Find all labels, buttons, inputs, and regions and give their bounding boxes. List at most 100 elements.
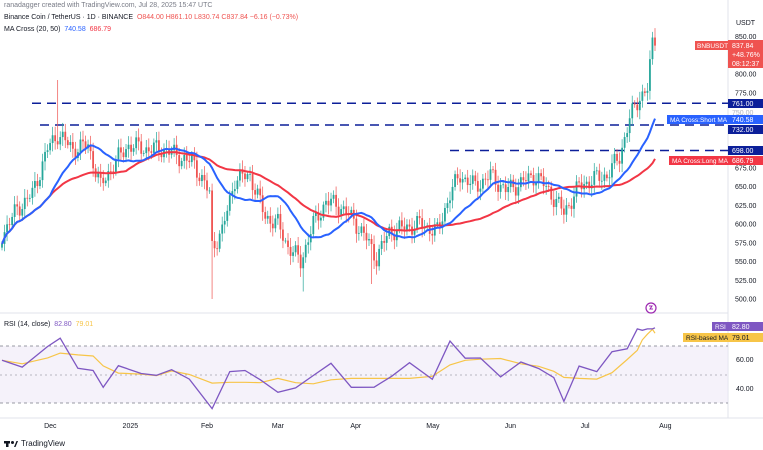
alert-icon[interactable] [645, 302, 657, 314]
candle-body [600, 180, 603, 182]
candle-body [535, 182, 537, 186]
time-label: Jul [581, 423, 590, 430]
svg-text:686.79: 686.79 [732, 158, 754, 165]
candle-body [54, 135, 57, 142]
candle-body [484, 178, 487, 180]
candle-body [297, 245, 300, 255]
candle-body [345, 206, 348, 214]
candle-body [433, 224, 436, 236]
tradingview-brand: TradingView [21, 439, 66, 448]
candle-body [249, 173, 251, 175]
candle-body [231, 191, 234, 196]
candle-body [66, 140, 69, 146]
candle-body [31, 187, 34, 198]
candle-body [112, 171, 115, 172]
candle-body [175, 144, 178, 156]
candle-body [92, 151, 95, 169]
candle-body [122, 152, 125, 158]
candle-body [368, 239, 370, 241]
candle-body [370, 239, 373, 245]
candlestick-series [1, 28, 656, 299]
candle-body [456, 174, 459, 179]
candle-body [127, 144, 130, 150]
candle-body [51, 135, 54, 144]
svg-text:08:12:37: 08:12:37 [732, 61, 759, 68]
candle-body [507, 187, 510, 193]
candle-body [135, 137, 138, 149]
candle-body [633, 103, 636, 105]
candle-body [246, 174, 249, 180]
ohlc-values: O844.00 H861.10 L830.74 C837.84 −6.16 (−… [136, 14, 299, 21]
candle-body [398, 220, 401, 230]
ma-cross-label: MA Cross (20, 50) [4, 26, 61, 33]
price-tag-hidden-750: 750.00 [732, 110, 754, 117]
horizontal-levels [32, 102, 728, 152]
svg-text:RSI: RSI [715, 324, 726, 331]
rsi-ma-tag: RSI-based MA 79.01 [683, 333, 763, 342]
price-tick: 775.00 [735, 90, 757, 97]
candle-body [1, 243, 3, 248]
svg-text:79.01: 79.01 [732, 335, 750, 342]
candle-body [616, 153, 618, 161]
rsi-tick-40: 40.00 [736, 386, 754, 393]
candle-body [226, 210, 229, 221]
candle-body [519, 177, 522, 188]
candle-body [459, 178, 462, 183]
candle-body [79, 139, 82, 153]
symbol-title: Binance Coin / TetherUS · 1D · BINANCE [4, 14, 134, 21]
candle-body [504, 184, 507, 193]
candle-body [636, 104, 639, 111]
candle-body [378, 248, 381, 267]
candle-body [623, 137, 626, 148]
candle-body [89, 144, 92, 152]
candle-body [476, 181, 479, 192]
candle-body [56, 141, 59, 145]
svg-text:732.00: 732.00 [732, 127, 754, 134]
candle-body [575, 181, 578, 197]
candle-body [438, 222, 441, 226]
candle-body [568, 205, 570, 207]
candle-body [385, 236, 388, 243]
candle-body [228, 195, 231, 211]
candle-body [494, 169, 497, 185]
candle-body [44, 151, 46, 162]
price-tick: 800.00 [735, 72, 757, 79]
candle-body [59, 137, 62, 145]
candle-body [611, 163, 613, 178]
candle-body [216, 248, 219, 250]
candle-body [522, 177, 525, 181]
candle-body [64, 131, 67, 141]
candle-body [537, 173, 540, 183]
candle-body [125, 149, 127, 158]
candle-body [49, 143, 51, 151]
candle-body [643, 91, 646, 93]
candle-body [304, 244, 307, 258]
candle-body [406, 224, 408, 231]
candle-body [312, 215, 315, 235]
candle-body [540, 173, 543, 177]
time-label: Aug [659, 423, 672, 430]
candle-body [266, 215, 269, 219]
price-tag-732: 732.00 [728, 125, 763, 134]
candle-body [142, 153, 145, 154]
price-tag-ma-long: MA Cross:Long MA 686.79 [669, 156, 763, 165]
candle-body [289, 246, 292, 256]
candle-body [555, 198, 558, 208]
candle-body [421, 218, 424, 229]
candle-body [436, 222, 439, 225]
candle-body [140, 141, 143, 154]
candle-body [365, 232, 368, 241]
candle-body [82, 139, 84, 142]
candle-body [132, 148, 135, 152]
candle-body [431, 233, 434, 236]
candle-body [342, 206, 345, 210]
candle-body [218, 233, 221, 249]
candle-body [560, 196, 563, 209]
candle-body [97, 172, 100, 178]
tradingview-logo[interactable]: TradingView [4, 439, 65, 448]
candle-body [565, 205, 568, 215]
candle-body [221, 224, 224, 234]
candle-body [383, 240, 386, 243]
candle-body [330, 198, 332, 206]
